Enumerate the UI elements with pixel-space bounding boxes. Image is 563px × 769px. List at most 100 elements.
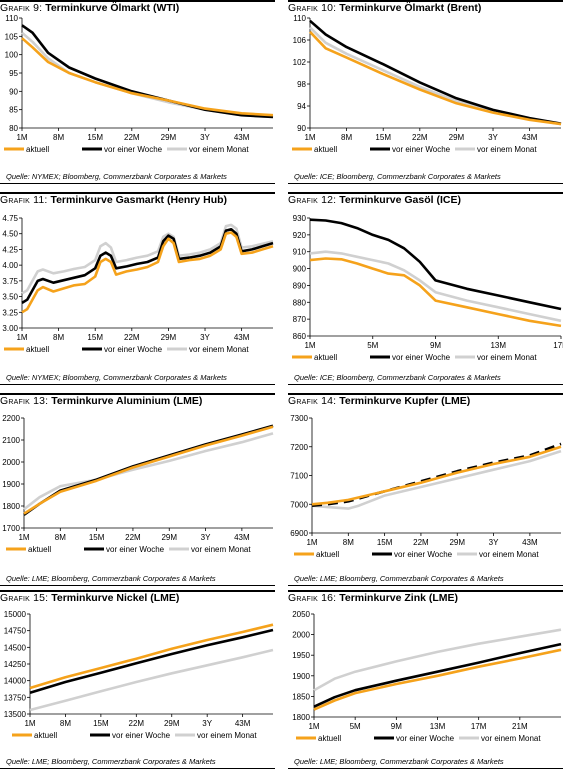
x-tick-label: 3Y — [488, 133, 498, 142]
chart-number: Grafik 10: — [288, 2, 337, 14]
y-tick-label: 2000 — [2, 458, 20, 467]
y-tick-label: 14250 — [4, 660, 27, 669]
chart-title-text: Terminkurve Ölmarkt (WTI) — [45, 2, 180, 14]
series-line-vor-einer-woche — [313, 642, 562, 708]
legend-label: vor einer Woche — [112, 731, 171, 740]
x-tick-label: 29M — [161, 533, 177, 542]
chart-number: Grafik 15: — [0, 592, 49, 604]
chart-panel-7: Grafik 15: Terminkurve Nickel (LME) — [0, 590, 275, 604]
y-tick-label: 860 — [293, 332, 307, 341]
chart-title: Grafik 12: Terminkurve Gasöl (ICE) — [288, 194, 461, 206]
source-note: Quelle: LME; Bloomberg, Commerzbank Corp… — [6, 574, 216, 583]
series-line-vor-einer-woche — [21, 24, 274, 119]
x-tick-label: 8M — [343, 538, 354, 547]
legend-label: aktuell — [314, 145, 337, 154]
panel-top-rule — [0, 393, 275, 395]
chart-title-text: Terminkurve Kupfer (LME) — [339, 395, 471, 407]
series-line-vor-einem-monat — [313, 628, 562, 692]
legend-label: vor einem Monat — [189, 145, 249, 154]
series-line-vor-einem-monat — [309, 250, 562, 323]
y-tick-label: 2100 — [2, 436, 20, 445]
x-tick-label: 15M — [89, 533, 105, 542]
legend-label: aktuell — [318, 734, 341, 743]
legend-label: vor einer Woche — [104, 345, 163, 354]
x-tick-label: 29M — [449, 538, 465, 547]
legend-label: vor einer Woche — [396, 734, 455, 743]
legend-label: vor einem Monat — [477, 353, 537, 362]
y-tick-label: 15000 — [4, 610, 27, 619]
series-line-aktuell — [23, 425, 274, 515]
x-tick-label: 1M — [18, 533, 29, 542]
x-tick-label: 3Y — [202, 719, 212, 728]
panel-top-rule — [288, 192, 563, 194]
chart-title-text: Terminkurve Nickel (LME) — [51, 592, 180, 604]
panel-bottom-rule — [0, 585, 275, 586]
legend-label: vor einer Woche — [392, 145, 451, 154]
chart-svg-3: 3.00 3.25 3.50 3.75 4.00 4.25 4.50 4.75 1M 8M 15M 2… — [2, 214, 274, 354]
y-tick-label: 94 — [297, 102, 306, 111]
series-line-aktuell — [21, 37, 274, 117]
source-note: Quelle: ICE; Bloomberg, Commerzbank Corp… — [294, 373, 501, 382]
y-tick-label: 1800 — [2, 502, 20, 511]
y-tick-label: 110 — [293, 14, 306, 23]
y-tick-label: 7300 — [290, 414, 308, 423]
y-tick-label: 3.75 — [2, 277, 18, 286]
y-tick-label: 870 — [293, 315, 307, 324]
y-tick-label: 3.50 — [2, 293, 18, 302]
x-tick-label: 15M — [377, 538, 393, 547]
y-tick-label: 3.25 — [2, 308, 18, 317]
panel-bottom-rule — [288, 384, 563, 385]
x-tick-label: 22M — [124, 333, 140, 342]
chart-title: Grafik 14: Terminkurve Kupfer (LME) — [288, 395, 470, 407]
y-tick-label: 1850 — [292, 692, 310, 701]
series-line-vor-einem-monat — [311, 449, 562, 510]
y-tick-label: 98 — [297, 80, 306, 89]
panel-bottom-rule — [288, 183, 563, 184]
legend-label: vor einer Woche — [394, 550, 453, 559]
x-tick-label: 15M — [93, 719, 109, 728]
x-tick-label: 8M — [60, 719, 71, 728]
legend-label: vor einem Monat — [481, 734, 541, 743]
y-tick-label: 900 — [293, 265, 307, 274]
y-tick-label: 1900 — [292, 672, 310, 681]
y-tick-label: 4.50 — [2, 230, 18, 239]
y-tick-label: 4.00 — [2, 261, 18, 270]
panel-top-rule — [0, 590, 275, 592]
chart-svg-5: 1700 1800 1900 2000 2100 2200 1M 8M 15M 22M 29M 3Y 4… — [2, 414, 274, 554]
x-tick-label: 3Y — [200, 333, 210, 342]
x-tick-label: 3Y — [489, 538, 499, 547]
y-tick-label: 100 — [5, 51, 19, 60]
y-tick-label: 7100 — [290, 472, 308, 481]
x-tick-label: 8M — [55, 533, 66, 542]
legend-label: vor einem Monat — [189, 345, 249, 354]
x-tick-label: 43M — [234, 533, 250, 542]
y-tick-label: 14750 — [4, 627, 27, 636]
chart-svg-1: 80 85 90 95 100 105 110 1M 8M 15M 22M 29M 3Y 43M aktue… — [4, 14, 274, 154]
source-note: Quelle: NYMEX; Bloomberg, Commerzbank Co… — [6, 373, 227, 382]
x-tick-label: 29M — [449, 133, 465, 142]
panel-top-rule — [288, 590, 563, 592]
legend-label: aktuell — [26, 145, 49, 154]
x-tick-label: 43M — [234, 133, 250, 142]
y-tick-label: 2050 — [292, 610, 310, 619]
chart-svg-8: 1800 1850 1900 1950 2000 2050 1M 5M 9M 13M 17M 21M a… — [292, 610, 562, 743]
x-tick-label: 1M — [304, 341, 315, 350]
y-tick-label: 3.00 — [2, 324, 18, 333]
series-line-aktuell — [29, 623, 274, 690]
legend-label: vor einem Monat — [479, 550, 539, 559]
legend-label: aktuell — [316, 550, 339, 559]
x-tick-label: 22M — [413, 538, 429, 547]
panel-bottom-rule — [288, 585, 563, 586]
legend-label: vor einem Monat — [197, 731, 257, 740]
y-tick-label: 95 — [9, 69, 18, 78]
source-note: Quelle: LME; Bloomberg, Commerzbank Corp… — [294, 574, 504, 583]
y-tick-label: 920 — [293, 231, 307, 240]
chart-title: Grafik 13: Terminkurve Aluminium (LME) — [0, 395, 202, 407]
legend-label: vor einem Monat — [191, 545, 251, 554]
legend-label: vor einer Woche — [392, 353, 451, 362]
chart-svg-7: 13500 13750 14000 14250 14500 14750 15000 1M 8M 1… — [4, 610, 274, 740]
y-tick-label: 13750 — [4, 693, 27, 702]
y-tick-label: 910 — [293, 248, 307, 257]
series-line-vor-einer-woche — [29, 628, 274, 694]
chart-panel-6: Grafik 14: Terminkurve Kupfer (LME) — [288, 393, 563, 407]
